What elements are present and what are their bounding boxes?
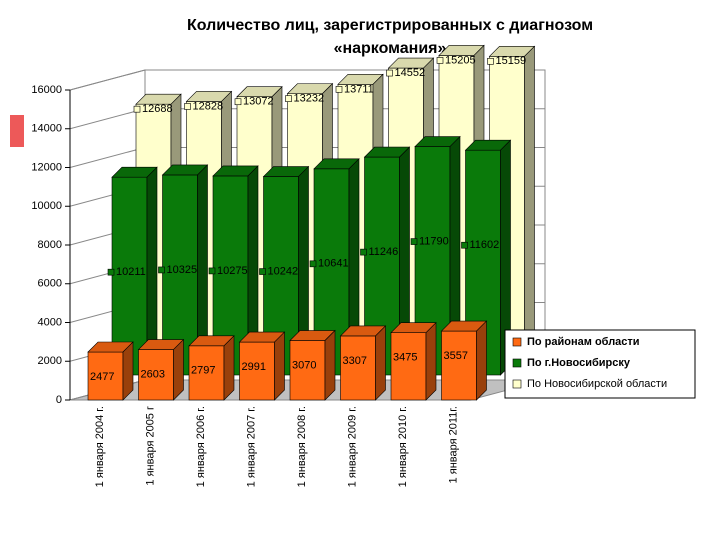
- label-marker: [410, 238, 418, 245]
- bar: [87, 341, 134, 401]
- value-label: 15205: [445, 54, 476, 66]
- y-tick-label: 14000: [31, 123, 62, 135]
- bar-side: [476, 320, 487, 401]
- value-label: 14552: [395, 67, 426, 79]
- bar-side: [375, 325, 386, 401]
- label-marker: [386, 69, 393, 77]
- value-label: 15159: [496, 55, 527, 67]
- label-marker: [360, 248, 367, 256]
- x-tick-label: 1 января 2004 г.: [94, 406, 106, 487]
- bar: [289, 329, 336, 401]
- value-label: 12828: [193, 100, 224, 112]
- value-label: 3070: [292, 359, 316, 371]
- y-tick-label: 8000: [38, 239, 62, 251]
- legend-swatch: [512, 337, 522, 347]
- bar: [440, 320, 488, 401]
- x-tick-label: 1 января 2006 г.: [195, 406, 207, 487]
- value-label: 13711: [344, 83, 374, 95]
- bar-front: [390, 332, 427, 401]
- label-marker: [133, 105, 141, 113]
- bar-side: [122, 341, 134, 401]
- bar-front: [239, 341, 275, 401]
- label-marker: [487, 57, 494, 65]
- y-tick-label: 0: [56, 394, 62, 406]
- label-marker: [436, 57, 444, 64]
- value-label: 10211: [116, 266, 146, 278]
- value-label: 3307: [343, 355, 367, 367]
- legend-label: По Новосибирской области: [527, 378, 667, 390]
- label-marker: [309, 260, 317, 268]
- legend-box: [504, 329, 696, 399]
- x-tick-label: 1 января 2009 г.: [346, 406, 358, 487]
- y-tick-label: 12000: [31, 161, 62, 173]
- bar-front: [188, 345, 225, 401]
- x-tick-label: 1 января 2005 г: [144, 406, 156, 486]
- legend-swatch: [512, 379, 522, 389]
- bar-side: [274, 331, 285, 401]
- bar: [390, 321, 437, 401]
- chart-title: Количество лиц, зарегистрированных с диа…: [186, 17, 594, 57]
- label-marker: [107, 268, 115, 276]
- label-marker: [184, 103, 191, 110]
- bar-side: [425, 321, 437, 401]
- value-label: 3475: [393, 352, 417, 364]
- x-tick-label: 1 января 2008 г.: [296, 406, 308, 487]
- x-tick-label: 1 января 2010 г.: [397, 406, 409, 487]
- label-marker: [461, 241, 468, 249]
- label-marker: [285, 95, 292, 102]
- label-marker: [208, 267, 216, 275]
- value-label: 3557: [444, 350, 468, 362]
- legend-swatch: [512, 358, 522, 368]
- y-tick-label: 16000: [31, 84, 62, 96]
- value-label: 10242: [268, 265, 299, 277]
- value-label: 12688: [142, 103, 173, 115]
- y-tick-label: 6000: [38, 278, 62, 290]
- value-label: 11602: [470, 239, 500, 251]
- value-label: 2603: [141, 368, 165, 380]
- bar-side: [173, 338, 184, 401]
- value-label: 11246: [369, 246, 399, 258]
- value-label: 2797: [191, 365, 215, 377]
- bar-front: [87, 351, 124, 401]
- label-marker: [234, 98, 242, 106]
- value-label: 10275: [217, 265, 248, 277]
- decoration: [10, 115, 24, 147]
- value-label: 13072: [243, 96, 274, 108]
- bar-front: [340, 335, 376, 401]
- x-tick-label: 1 января 2011г.: [447, 406, 459, 483]
- label-marker: [335, 86, 343, 93]
- bar-side: [324, 329, 336, 401]
- value-label: 10325: [167, 264, 198, 276]
- value-label: 2991: [242, 361, 266, 373]
- legend-label: По районам области: [527, 336, 640, 348]
- y-tick-label: 4000: [38, 316, 62, 328]
- label-marker: [158, 266, 165, 274]
- bar-side: [524, 45, 535, 351]
- x-tick-label: 1 января 2007 г.: [245, 406, 257, 487]
- y-tick-label: 2000: [38, 355, 62, 367]
- value-label: 2477: [90, 371, 114, 383]
- y-tick-label: 10000: [31, 200, 62, 212]
- label-marker: [259, 268, 266, 275]
- bar: [137, 338, 185, 401]
- bar: [188, 335, 235, 401]
- bar: [238, 331, 286, 401]
- bar-front: [138, 349, 174, 401]
- value-label: 13232: [294, 93, 325, 105]
- value-label: 10641: [318, 258, 349, 270]
- bar-side: [223, 335, 235, 401]
- value-label: 11790: [419, 235, 449, 247]
- legend-label: По г.Новосибирску: [527, 357, 631, 369]
- bar-front: [441, 330, 477, 401]
- bar: [339, 325, 387, 401]
